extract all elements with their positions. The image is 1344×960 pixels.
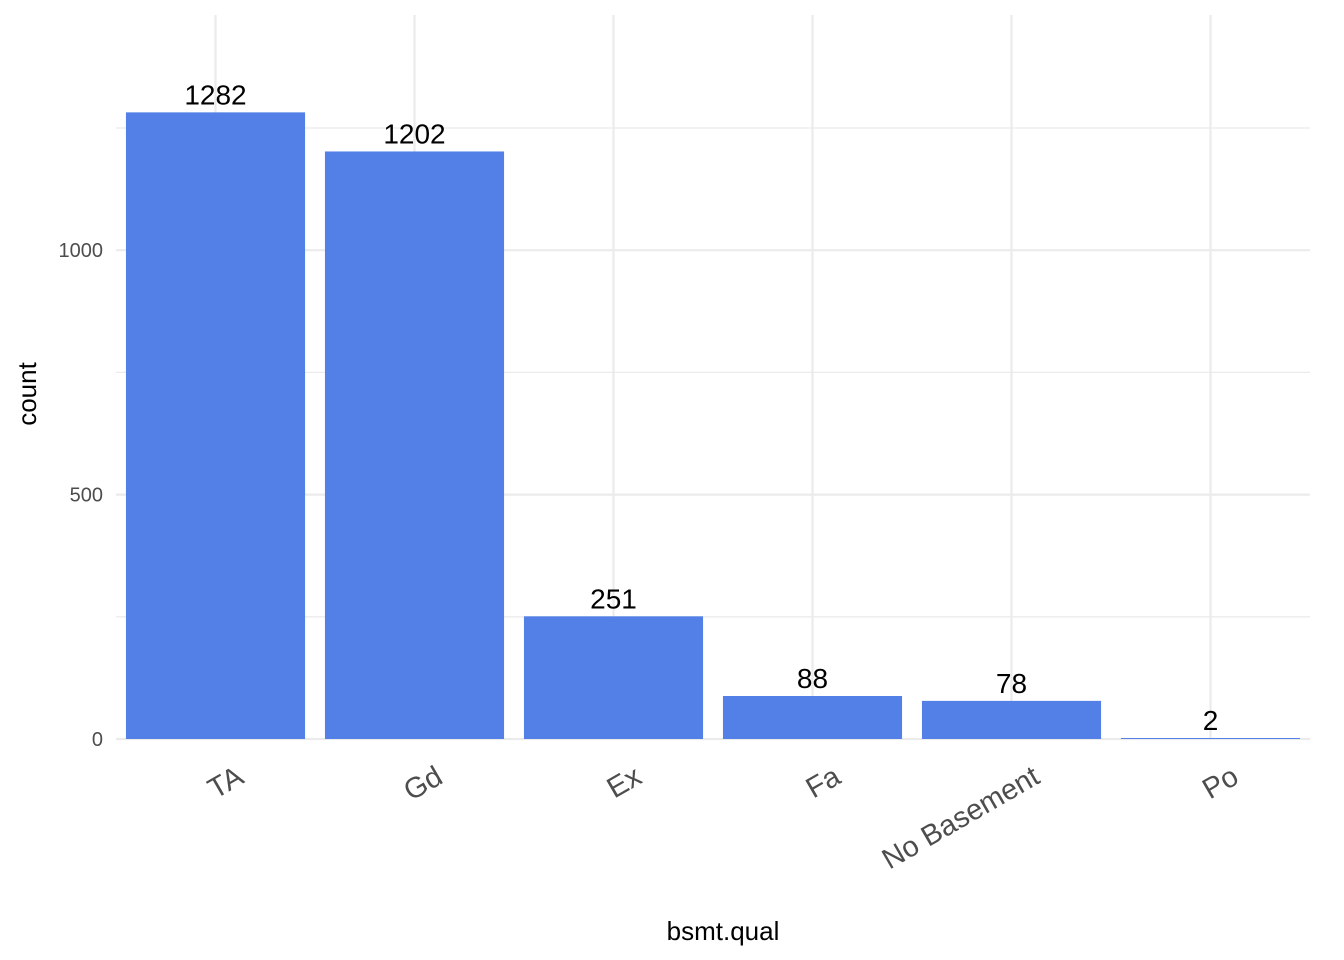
data-label: 1282 (184, 79, 246, 110)
y-axis-ticks: 0 500 1000 (59, 240, 104, 751)
data-label: 88 (797, 663, 828, 694)
x-tick-label: Fa (801, 760, 847, 805)
x-tick-label: Ex (602, 760, 648, 805)
data-label: 2 (1203, 705, 1219, 736)
data-labels: 1282 1202 251 88 78 2 (184, 79, 1218, 736)
bar-gd (324, 151, 505, 739)
data-label: 1202 (383, 118, 445, 149)
x-axis-title: bsmt.qual (667, 916, 780, 946)
y-axis-title: count (12, 361, 42, 425)
y-tick-label: 1000 (59, 240, 104, 262)
data-label: 251 (590, 583, 637, 614)
x-tick-label: Gd (398, 760, 448, 807)
data-label: 78 (996, 668, 1027, 699)
x-tick-label: No Basement (877, 760, 1045, 876)
bars (125, 112, 1301, 739)
bar-ex (523, 616, 704, 739)
x-tick-label: TA (203, 760, 250, 805)
bar-po (1120, 738, 1301, 739)
grid-lines (116, 15, 1310, 741)
x-axis-ticks: TA Gd Ex Fa No Basement Po (203, 760, 1244, 876)
y-tick-label: 0 (92, 729, 103, 751)
bar-fa (722, 695, 903, 739)
bar-ta (125, 112, 306, 739)
x-tick-label: Po (1197, 760, 1244, 805)
bar-no-basement (921, 700, 1102, 739)
y-tick-label: 500 (70, 485, 103, 507)
